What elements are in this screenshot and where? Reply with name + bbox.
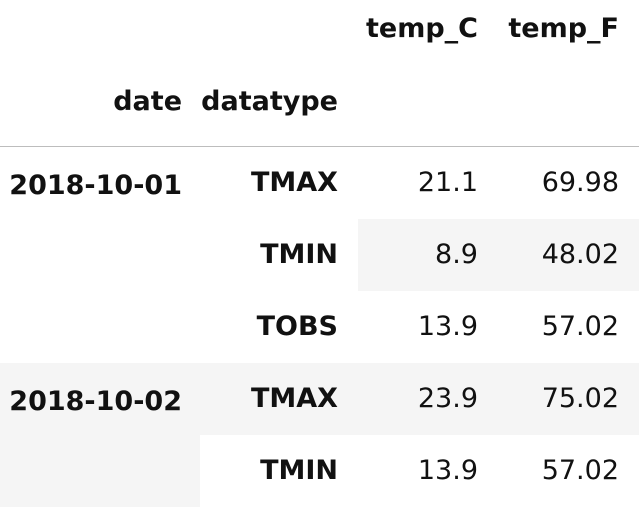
cell-temp-f: 48.02	[498, 218, 639, 291]
index-name-row: date datatype	[0, 56, 639, 147]
table-row: TMIN 13.9 57.02	[0, 435, 639, 507]
cell-temp-c: 8.9	[358, 218, 498, 291]
empty-header-cell	[200, 0, 358, 56]
table-row: TOBS 13.9 57.02	[0, 291, 639, 363]
cell-temp-f: 57.02	[541, 311, 619, 342]
table-row: 2018-10-02 TMAX 23.9 75.02	[0, 362, 639, 507]
index-name-date: date	[0, 56, 200, 147]
column-header-temp-c: temp_C	[366, 12, 478, 44]
table-row: 2018-10-01 TMAX 21.1 69.98	[0, 147, 639, 219]
empty-header-cell	[0, 0, 200, 56]
row-index-datatype: TMAX	[200, 362, 358, 435]
column-header-temp-f: temp_F	[508, 12, 619, 44]
row-index-date: 2018-10-01	[9, 170, 182, 201]
row-index-datatype: TMIN	[260, 239, 338, 270]
cell-temp-c: 23.9	[358, 362, 498, 435]
table-row: TMIN 8.9 48.02	[0, 218, 639, 291]
column-header-row: temp_C temp_F	[0, 0, 639, 56]
cell-temp-f: 69.98	[541, 167, 619, 199]
cell-temp-c: 21.1	[417, 167, 478, 199]
empty-header-cell	[498, 56, 639, 147]
cell-temp-c: 13.9	[417, 455, 478, 486]
cell-temp-f: 57.02	[541, 455, 619, 486]
row-index-datatype: TMIN	[260, 455, 338, 486]
cell-temp-f: 75.02	[498, 362, 639, 435]
row-index-datatype: TOBS	[256, 311, 338, 342]
cell-temp-c: 13.9	[417, 311, 478, 342]
empty-header-cell	[358, 56, 498, 147]
row-index-datatype: TMAX	[251, 167, 338, 199]
row-index-date: 2018-10-02	[0, 362, 200, 507]
index-name-datatype: datatype	[200, 56, 358, 147]
